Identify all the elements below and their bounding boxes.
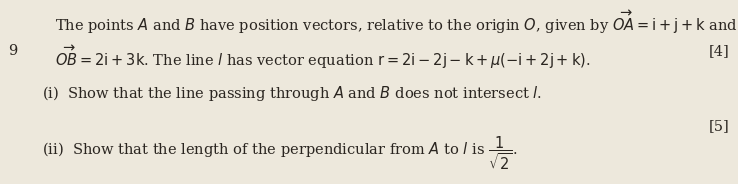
Text: (i)  Show that the line passing through $A$ and $B$ does not intersect $l$.: (i) Show that the line passing through $… — [42, 84, 542, 103]
Text: [5]: [5] — [709, 119, 730, 133]
Text: The points $A$ and $B$ have position vectors, relative to the origin $O$, given : The points $A$ and $B$ have position vec… — [55, 9, 738, 36]
Text: [4]: [4] — [709, 44, 730, 58]
Text: $\overrightarrow{OB} = 2\mathrm{i} + 3\mathrm{k}$. The line $l$ has vector equat: $\overrightarrow{OB} = 2\mathrm{i} + 3\m… — [55, 44, 590, 71]
Text: (ii)  Show that the length of the perpendicular from $A$ to $l$ is $\dfrac{1}{\s: (ii) Show that the length of the perpend… — [42, 134, 517, 171]
Text: 9: 9 — [8, 44, 17, 58]
